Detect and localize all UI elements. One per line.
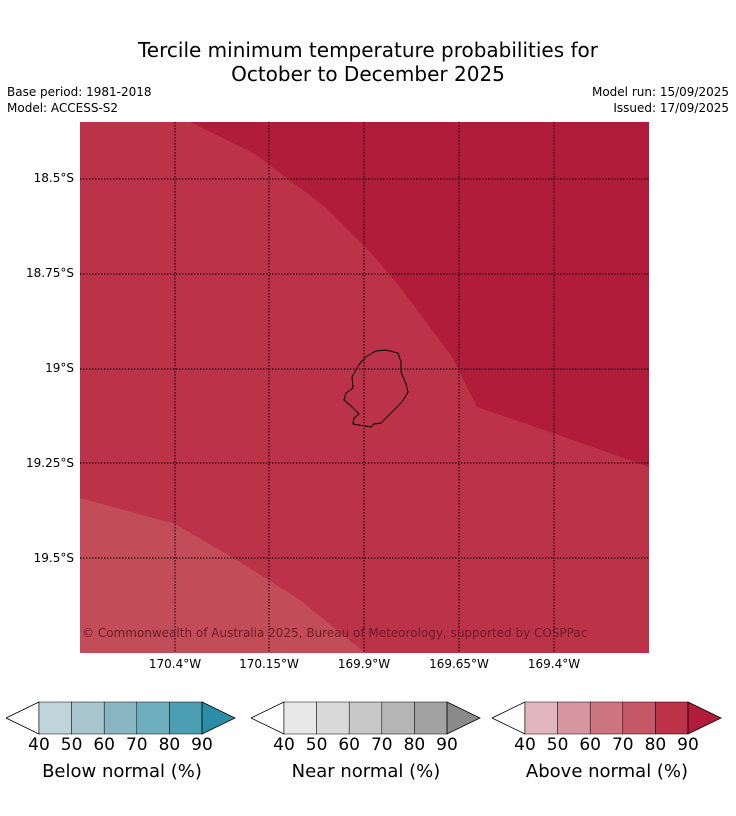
lon-label-169-65: 169.65°W [429, 657, 489, 671]
lat-label-19-25: 19.25°S [26, 456, 74, 470]
colorbar-above-tick: 50 [546, 735, 569, 755]
lat-label-18-5: 18.5°S [33, 171, 74, 185]
colorbar-below-bin-4 [169, 701, 203, 735]
meta-left: Base period: 1981-2018 Model: ACCESS-S2 [7, 84, 152, 116]
colorbar-below-tick: 70 [125, 735, 148, 755]
colorbar-below-bin-0 [38, 701, 72, 735]
colorbar-below-bin-1 [71, 701, 105, 735]
colorbar-above-bin-3 [622, 701, 656, 735]
lat-label-18-75: 18.75°S [26, 266, 74, 280]
colorbar-below-tick: 60 [93, 735, 115, 755]
lon-label-169-9: 169.9°W [337, 657, 391, 671]
colorbar-above-bin-1 [557, 701, 591, 735]
colorbar-above-tick: 80 [644, 735, 667, 755]
map-title: Tercile minimum temperature probabilitie… [0, 38, 736, 86]
colorbar-label-below: Below normal (%) [42, 761, 202, 782]
colorbar-near-bin-1 [316, 701, 350, 735]
colorbar-near-extend-low [251, 701, 285, 735]
probability-map: © Commonwealth of Australia 2025, Bureau… [80, 122, 649, 653]
colorbar-above-tick: 60 [579, 735, 601, 755]
colorbar-below-extend-low [6, 701, 40, 735]
colorbar-below-tick: 50 [60, 735, 83, 755]
colorbar-below-normal [6, 701, 236, 735]
model-run: Model run: 15/09/2025 [591, 85, 729, 99]
zone-above-60-70 [80, 498, 365, 653]
colorbar-above-tick: 90 [677, 735, 699, 755]
colorbar-near-tick: 40 [273, 735, 295, 755]
colorbar-near-bin-4 [414, 701, 448, 735]
colorbar-below-tick: 90 [191, 735, 213, 755]
lon-label-170-4: 170.4°W [148, 657, 202, 671]
copyright-text: © Commonwealth of Australia 2025, Bureau… [82, 626, 587, 640]
colorbar-near-tick: 80 [403, 735, 426, 755]
colorbar-above-bin-0 [524, 701, 558, 735]
colorbar-above-normal [492, 701, 722, 735]
lat-label-19-5: 19.5°S [33, 551, 74, 565]
colorbar-near-bin-3 [381, 701, 415, 735]
colorbar-near-tick: 90 [436, 735, 458, 755]
meta-right: Model run: 15/09/2025 Issued: 17/09/2025 [592, 84, 729, 116]
colorbar-near-extend-high [446, 701, 481, 735]
issued-date: Issued: 17/09/2025 [613, 101, 729, 115]
colorbar-above-tick: 40 [514, 735, 536, 755]
colorbar-below-tick: 40 [28, 735, 50, 755]
colorbar-near-bin-2 [348, 701, 383, 735]
colorbar-near-tick: 70 [370, 735, 393, 755]
colorbar-above-bin-4 [655, 701, 689, 735]
colorbar-near-normal [251, 701, 481, 735]
base-period: Base period: 1981-2018 [7, 85, 152, 99]
colorbar-near-tick: 50 [305, 735, 328, 755]
colorbar-below-bin-2 [103, 701, 138, 735]
colorbar-below-extend-high [201, 701, 236, 735]
colorbar-label-above: Above normal (%) [525, 761, 689, 782]
colorbar-label-near: Near normal (%) [291, 761, 441, 782]
title-line-2: October to December 2025 [231, 62, 505, 86]
model-name: Model: ACCESS-S2 [7, 101, 119, 115]
colorbar-above-extend-high [687, 701, 722, 735]
colorbar-near-tick: 60 [338, 735, 360, 755]
colorbar-above-extend-low [492, 701, 526, 735]
colorbar-below-tick: 80 [158, 735, 181, 755]
title-line-1: Tercile minimum temperature probabilitie… [137, 38, 599, 62]
zone-above-80-90 [190, 122, 649, 467]
lat-label-19: 19°S [45, 361, 74, 375]
graticule [80, 122, 649, 653]
colorbar-above-tick: 70 [611, 735, 634, 755]
colorbar-above-bin-2 [589, 701, 624, 735]
colorbar-below-bin-3 [136, 701, 170, 735]
island-outline [343, 349, 409, 428]
lon-label-169-4: 169.4°W [527, 657, 581, 671]
lon-label-170-15: 170.15°W [239, 657, 299, 671]
colorbar-near-bin-0 [283, 701, 317, 735]
